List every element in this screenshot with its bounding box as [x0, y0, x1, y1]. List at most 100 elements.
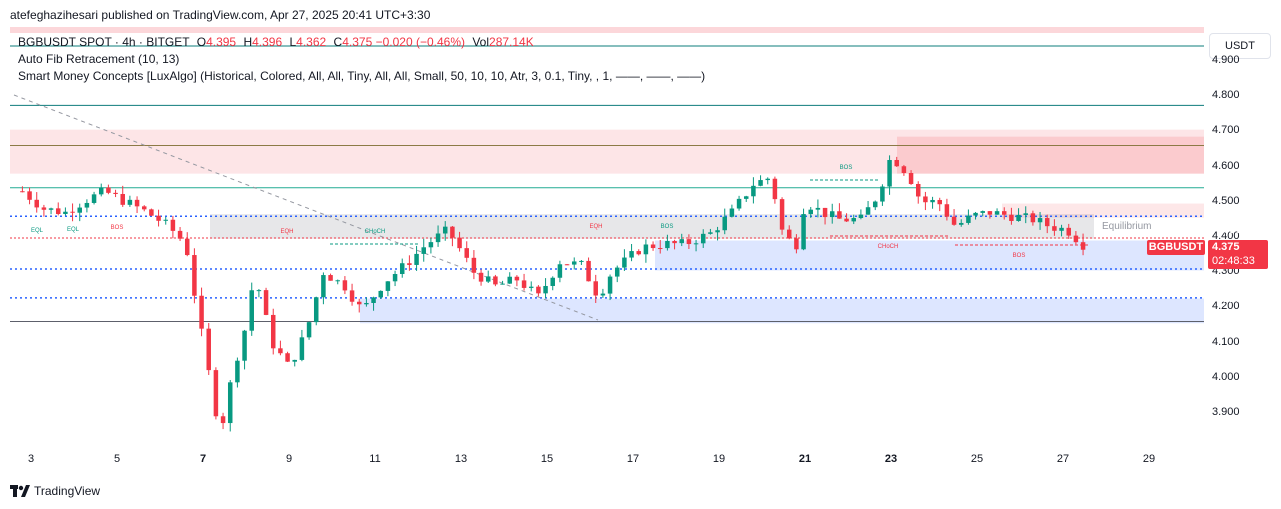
candle [629, 251, 634, 258]
ohlc-row[interactable]: BGBUSDT SPOT · 4h · BITGET O4.395 H4.396… [18, 34, 705, 51]
smc-label: BOS [111, 225, 124, 231]
y-axis-tick: 4.700 [1212, 124, 1240, 137]
candle [571, 261, 577, 265]
candle [134, 199, 140, 207]
weak-high-zone [1002, 203, 1204, 218]
x-axis-tick: 23 [884, 453, 898, 465]
smc-label: EQL [31, 228, 44, 234]
candle [385, 281, 391, 291]
candle [765, 178, 770, 181]
candle [27, 191, 32, 200]
candle [242, 330, 247, 361]
publisher-line: atefeghazihesari published on TradingVie… [10, 8, 431, 22]
candle [285, 353, 290, 362]
x-axis-tick: 3 [27, 453, 35, 465]
symbol-price-badge: BGBUSDT [1147, 240, 1205, 255]
candle [722, 216, 727, 231]
x-axis-tick: 19 [712, 453, 726, 465]
candle [34, 199, 39, 208]
x-axis-tick: 5 [113, 453, 121, 465]
candle [1080, 242, 1086, 250]
candle [636, 251, 641, 255]
candle [321, 275, 326, 298]
candle [743, 196, 749, 199]
level-badge-1: 4.459 [1214, 208, 1242, 220]
candle [808, 209, 813, 215]
candle [758, 180, 763, 186]
candle [428, 242, 434, 248]
brand-name: TradingView [34, 484, 101, 498]
candle [1030, 213, 1036, 223]
smc-label: BOS [1013, 253, 1026, 259]
high-value: 4.396 [252, 35, 283, 49]
candle [1073, 235, 1079, 243]
candle [858, 214, 864, 219]
smc-label: CHoCH [878, 244, 899, 250]
candle [994, 211, 1000, 215]
currency-button[interactable]: USDT [1209, 33, 1271, 59]
candle [564, 264, 570, 266]
candle [48, 208, 54, 210]
candle [980, 211, 985, 213]
candle [951, 216, 957, 225]
low-value: 4.362 [296, 35, 327, 49]
candle [500, 283, 505, 285]
smc-label: BOS [840, 165, 853, 171]
candle [84, 202, 90, 208]
candle [471, 257, 477, 273]
candle [399, 263, 405, 275]
candle [887, 159, 892, 187]
candle [63, 211, 68, 214]
premium-zone-recent [897, 136, 1204, 174]
candle [579, 260, 584, 262]
last-price-box: 4.375 02:48:33 [1208, 240, 1268, 269]
candle [708, 232, 713, 234]
indicator-smc[interactable]: Smart Money Concepts [LuxAlgo] (Historic… [18, 69, 706, 83]
candle [192, 255, 197, 296]
candle [299, 337, 305, 360]
candle [751, 185, 756, 197]
candle [794, 238, 799, 250]
candle [693, 243, 699, 245]
candle [407, 263, 412, 265]
candle [1009, 214, 1014, 221]
level-badge-2: 4.397 [1214, 224, 1242, 236]
candle [872, 201, 878, 208]
x-axis-tick: 25 [970, 453, 984, 465]
candle [1016, 214, 1021, 221]
candle [958, 222, 964, 225]
symbol-label: BGBUSDT SPOT · 4h · BITGET [18, 35, 190, 49]
tradingview-logo[interactable]: TradingView [10, 484, 100, 498]
smc-label: BOS [661, 224, 674, 230]
y-axis-tick: 4.000 [1212, 370, 1240, 383]
candle [650, 244, 656, 249]
x-axis-tick: 21 [798, 453, 812, 465]
candle [213, 370, 219, 417]
candle [55, 208, 61, 214]
candle [349, 290, 355, 302]
candle [528, 286, 534, 288]
candle [364, 302, 369, 305]
candle [184, 238, 190, 256]
smc-label: CHoCH [365, 229, 386, 235]
candle [371, 297, 376, 303]
low-label: L [289, 35, 297, 49]
candle [880, 186, 885, 202]
premium-zone [10, 129, 1204, 174]
indicator-fib[interactable]: Auto Fib Retracement (10, 13) [18, 52, 180, 66]
candle [521, 280, 527, 288]
y-axis-tick: 4.800 [1212, 89, 1240, 102]
candle [414, 253, 419, 265]
candle [536, 286, 541, 294]
candle [729, 208, 735, 217]
candle [20, 191, 25, 193]
candle [557, 264, 563, 278]
candle [450, 226, 455, 238]
candle [894, 159, 899, 167]
candle [822, 207, 828, 218]
y-axis-tick: 4.100 [1212, 335, 1240, 348]
candle [779, 199, 785, 230]
candle [593, 281, 598, 296]
candle [141, 206, 147, 210]
